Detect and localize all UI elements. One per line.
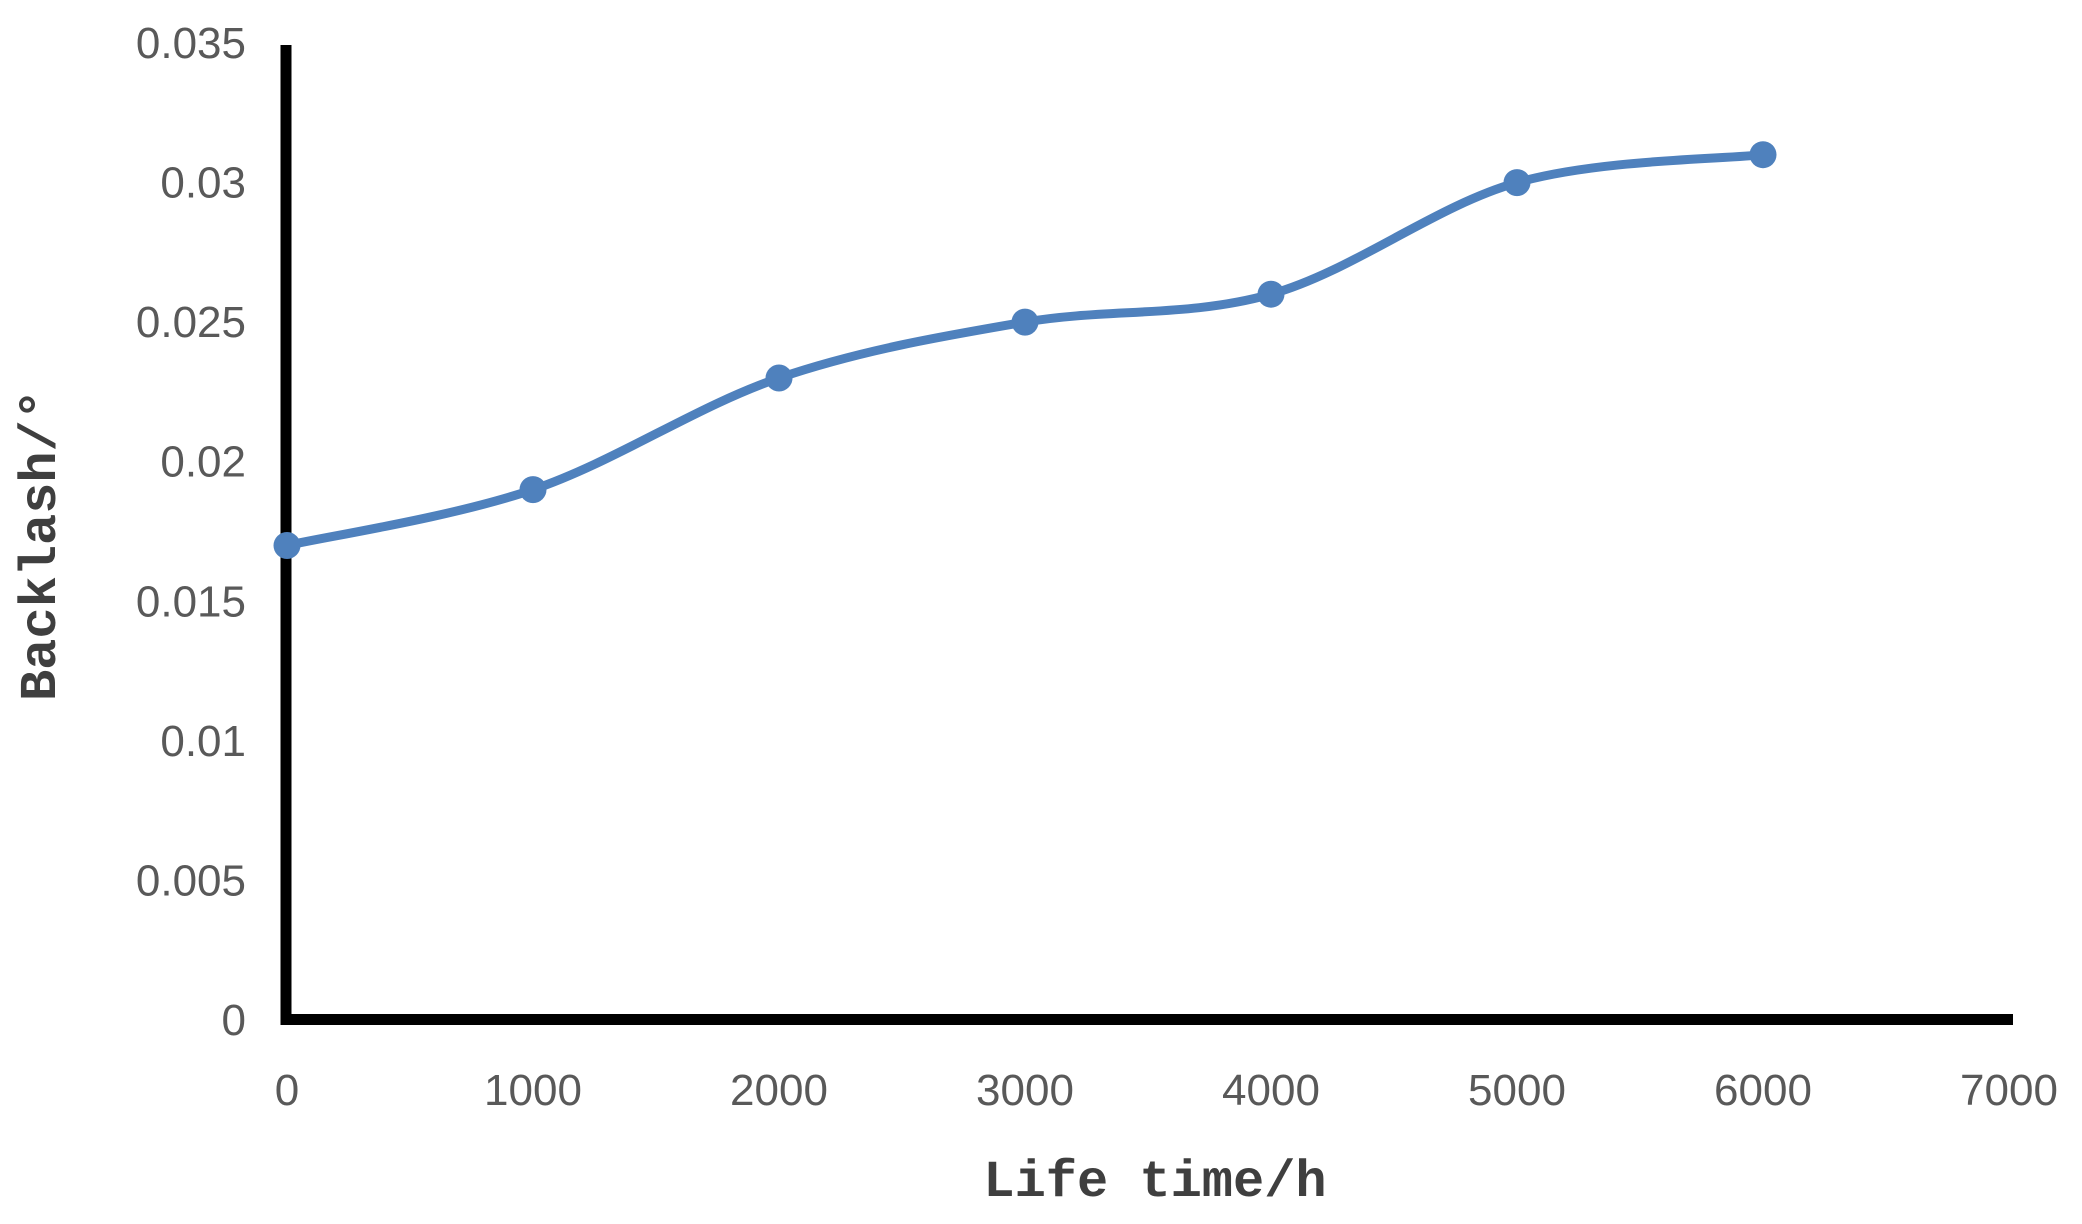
- data-series: [273, 141, 1777, 559]
- x-tick-label: 2000: [730, 1066, 828, 1115]
- y-tick-label: 0.035: [136, 19, 246, 68]
- data-point-marker: [765, 364, 793, 392]
- x-tick-label: 5000: [1468, 1066, 1566, 1115]
- x-tick-label: 6000: [1714, 1066, 1812, 1115]
- x-tick-label: 1000: [484, 1066, 582, 1115]
- data-point-marker: [1749, 141, 1777, 169]
- x-tick-label: 3000: [976, 1066, 1074, 1115]
- y-tick-label: 0.005: [136, 856, 246, 905]
- y-tick-label: 0: [222, 996, 246, 1045]
- data-point-marker: [1257, 280, 1285, 308]
- data-point-marker: [273, 532, 301, 559]
- data-line: [282, 150, 1768, 550]
- y-tick-label: 0.03: [160, 159, 246, 208]
- x-tick-label: 0: [275, 1066, 299, 1115]
- x-axis-title: Life time/h: [983, 1153, 1326, 1212]
- data-point-marker: [1011, 308, 1039, 336]
- x-tick-label: 4000: [1222, 1066, 1320, 1115]
- data-point-marker: [519, 476, 547, 504]
- x-axis-tick-labels: 0 1000 2000 3000 4000 5000 6000 7000: [275, 1066, 2058, 1115]
- y-tick-label: 0.025: [136, 298, 246, 347]
- y-tick-label: 0.02: [160, 438, 246, 487]
- data-point-marker: [1503, 169, 1531, 197]
- x-tick-label: 7000: [1960, 1066, 2058, 1115]
- y-axis-tick-labels: 0 0.005 0.01 0.015 0.02 0.025 0.03 0.035: [136, 19, 246, 1045]
- y-axis-title: Backlash/°: [12, 389, 71, 701]
- y-tick-label: 0.01: [160, 717, 246, 766]
- y-tick-label: 0.015: [136, 577, 246, 626]
